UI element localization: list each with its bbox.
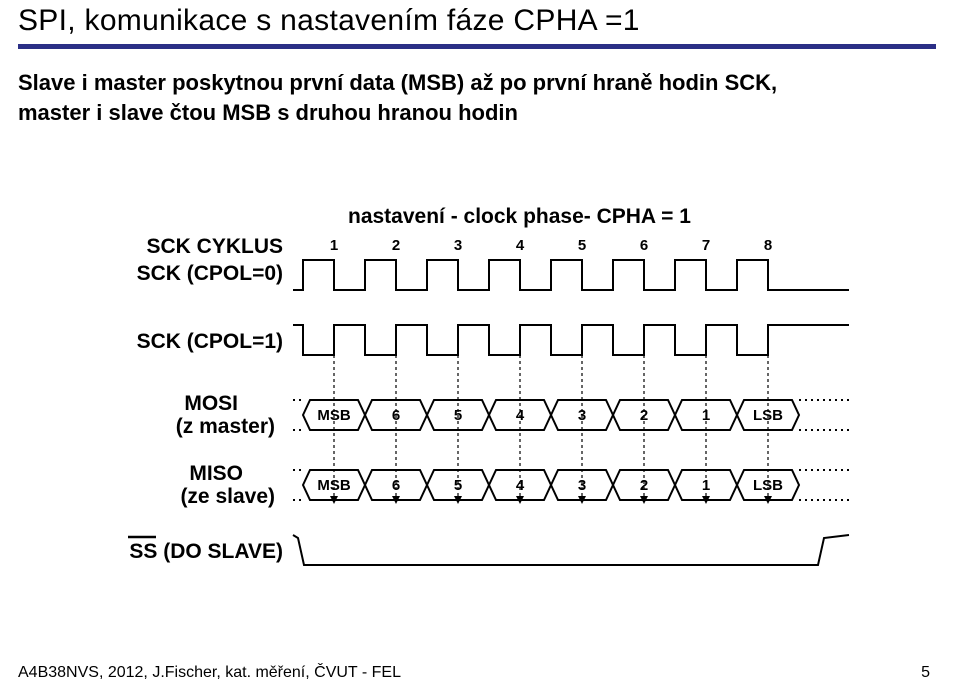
- svg-text:5: 5: [578, 237, 586, 254]
- svg-text:3: 3: [454, 237, 462, 254]
- subtitle-line2: master i slave čtou MSB s druhou hranou …: [18, 100, 518, 125]
- svg-text:nastavení - clock phase- CPHA: nastavení - clock phase- CPHA = 1: [348, 205, 691, 228]
- svg-text:MISO: MISO: [189, 462, 243, 485]
- svg-text:LSB: LSB: [753, 407, 783, 424]
- svg-text:(ze slave): (ze slave): [180, 485, 275, 508]
- page-number: 5: [921, 664, 930, 682]
- subtitle-line1: Slave i master poskytnou první data (MSB…: [18, 70, 777, 95]
- svg-text:3: 3: [578, 407, 586, 424]
- svg-text:1: 1: [330, 237, 338, 254]
- svg-text:1: 1: [702, 477, 710, 494]
- svg-text:6: 6: [392, 407, 400, 424]
- svg-text:MSB: MSB: [317, 477, 351, 494]
- svg-text:LSB: LSB: [753, 477, 783, 494]
- svg-text:4: 4: [516, 477, 525, 494]
- svg-text:1: 1: [702, 407, 710, 424]
- svg-text:SCK (CPOL=0): SCK (CPOL=0): [137, 262, 283, 285]
- subtitle: Slave i master poskytnou první data (MSB…: [18, 68, 918, 127]
- footer-text: A4B38NVS, 2012, J.Fischer, kat. měření, …: [18, 664, 401, 682]
- svg-text:SCK CYKLUS: SCK CYKLUS: [146, 235, 283, 258]
- svg-text:8: 8: [764, 237, 772, 254]
- svg-text:5: 5: [454, 407, 462, 424]
- title-underline: [18, 44, 936, 49]
- svg-text:SCK (CPOL=1): SCK (CPOL=1): [137, 330, 283, 353]
- svg-text:MOSI: MOSI: [184, 392, 238, 415]
- svg-text:4: 4: [516, 237, 525, 254]
- svg-text:6: 6: [392, 477, 400, 494]
- svg-text:MSB: MSB: [317, 407, 351, 424]
- svg-text:(z master): (z master): [176, 415, 275, 438]
- svg-text:4: 4: [516, 407, 525, 424]
- svg-text:SS (DO SLAVE): SS (DO SLAVE): [129, 540, 283, 563]
- svg-text:2: 2: [392, 237, 400, 254]
- spi-timing-diagram: SCK CYKLUSSCK (CPOL=0)SCK (CPOL=1)MOSI(z…: [128, 205, 858, 630]
- svg-text:2: 2: [640, 477, 648, 494]
- svg-text:3: 3: [578, 477, 586, 494]
- svg-text:7: 7: [702, 237, 710, 254]
- svg-text:2: 2: [640, 407, 648, 424]
- svg-text:5: 5: [454, 477, 462, 494]
- page-title: SPI, komunikace s nastavením fáze CPHA =…: [18, 4, 640, 38]
- svg-text:6: 6: [640, 237, 648, 254]
